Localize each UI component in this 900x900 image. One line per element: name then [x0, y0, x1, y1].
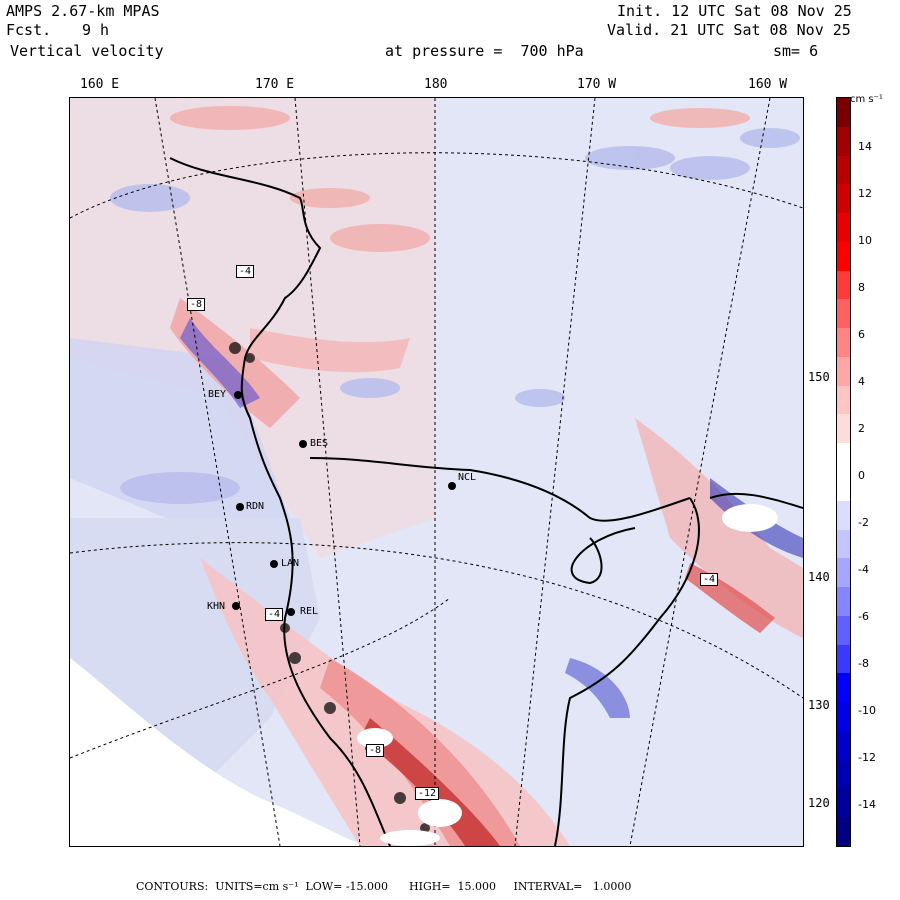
contour-label: -4	[700, 573, 719, 586]
init-time: Init. 12 UTC Sat 08 Nov 25	[617, 2, 852, 20]
model-title: AMPS 2.67-km MPAS	[6, 2, 160, 20]
colorbar-tick-label: 12	[858, 187, 872, 200]
colorbar-segment	[837, 414, 850, 444]
colorbar-units: cm s⁻¹	[850, 94, 883, 105]
station-ncl: NCL	[458, 472, 477, 483]
colorbar-segment	[837, 759, 850, 789]
lon-label-170w: 170 W	[577, 77, 617, 92]
colorbar-segment	[837, 184, 850, 214]
forecast-hour: 9 h	[82, 21, 110, 39]
colorbar-tick-label: 0	[858, 469, 865, 482]
pressure-level: at pressure = 700 hPa	[385, 42, 584, 60]
colorbar-segment	[837, 356, 850, 387]
colorbar-segment	[837, 443, 850, 473]
colorbar-tick-label: -14	[858, 798, 876, 811]
smoothing-value: sm= 6	[773, 42, 819, 60]
colorbar-tick-label: 8	[858, 281, 865, 294]
colorbar-tick-label: -4	[858, 563, 869, 576]
station-bey: BEY	[208, 389, 227, 400]
colorbar-tick-label: -6	[858, 610, 869, 623]
colorbar-segment	[837, 615, 850, 646]
lon-label-170e: 170 E	[255, 77, 295, 92]
colorbar-segment	[837, 788, 850, 818]
colorbar-tick-label: 2	[858, 422, 865, 435]
station-rdn: RDN	[246, 501, 265, 512]
vertical-velocity-field	[70, 98, 803, 846]
colorbar-segment	[837, 299, 850, 329]
colorbar-segment	[837, 702, 850, 732]
colorbar-segment	[837, 500, 850, 531]
contour-summary: CONTOURS: UNITS=cm s⁻¹ LOW= -15.000 HIGH…	[136, 880, 632, 893]
colorbar-segment	[837, 529, 850, 559]
colorbar-tick-label: -10	[858, 704, 876, 717]
colorbar-segment	[837, 472, 850, 502]
map-panel[interactable]: BEY BES NCL RDN LAN KHN REL -4 -8 -4 -4 …	[69, 97, 804, 847]
colorbar-segment	[837, 730, 850, 761]
colorbar-tick-label: -2	[858, 516, 869, 529]
lon-label-160e: 160 E	[80, 77, 120, 92]
colorbar-segment	[837, 98, 850, 128]
colorbar-segment	[837, 126, 850, 157]
station-rel: REL	[300, 606, 319, 617]
colorbar-tick-label: 4	[858, 375, 865, 388]
colorbar-tick-label: 6	[858, 328, 865, 341]
contour-label: -4	[236, 265, 255, 278]
colorbar-segment	[837, 817, 850, 847]
colorbar-segment	[837, 587, 850, 617]
colorbar-segment	[837, 328, 850, 358]
field-name: Vertical velocity	[10, 42, 164, 60]
valid-time: Valid. 21 UTC Sat 08 Nov 25	[607, 21, 851, 39]
colorbar-segment	[837, 155, 850, 185]
station-khn: KHN	[207, 601, 226, 612]
colorbar-segment	[837, 270, 850, 300]
station-bes: BES	[310, 438, 329, 449]
colorbar-segment	[837, 385, 850, 415]
colorbar-segment	[837, 241, 850, 272]
station-lan: LAN	[281, 558, 300, 569]
contour-label: -4	[265, 608, 284, 621]
contour-label: -8	[187, 298, 206, 311]
colorbar-tick-label: -12	[858, 751, 876, 764]
lon-label-180: 180	[424, 77, 448, 92]
colorbar-segment	[837, 213, 850, 243]
colorbar-segment	[837, 673, 850, 703]
forecast-label: Fcst.	[6, 21, 52, 39]
colorbar-tick-label: 10	[858, 234, 872, 247]
contour-label: -8	[366, 744, 385, 757]
colorbar-segment	[837, 558, 850, 588]
colorbar-segment	[837, 644, 850, 674]
colorbar	[836, 97, 851, 847]
colorbar-tick-label: 14	[858, 140, 872, 153]
lon-label-160w: 160 W	[748, 77, 788, 92]
colorbar-tick-label: -8	[858, 657, 869, 670]
contour-label: -12	[415, 787, 440, 800]
